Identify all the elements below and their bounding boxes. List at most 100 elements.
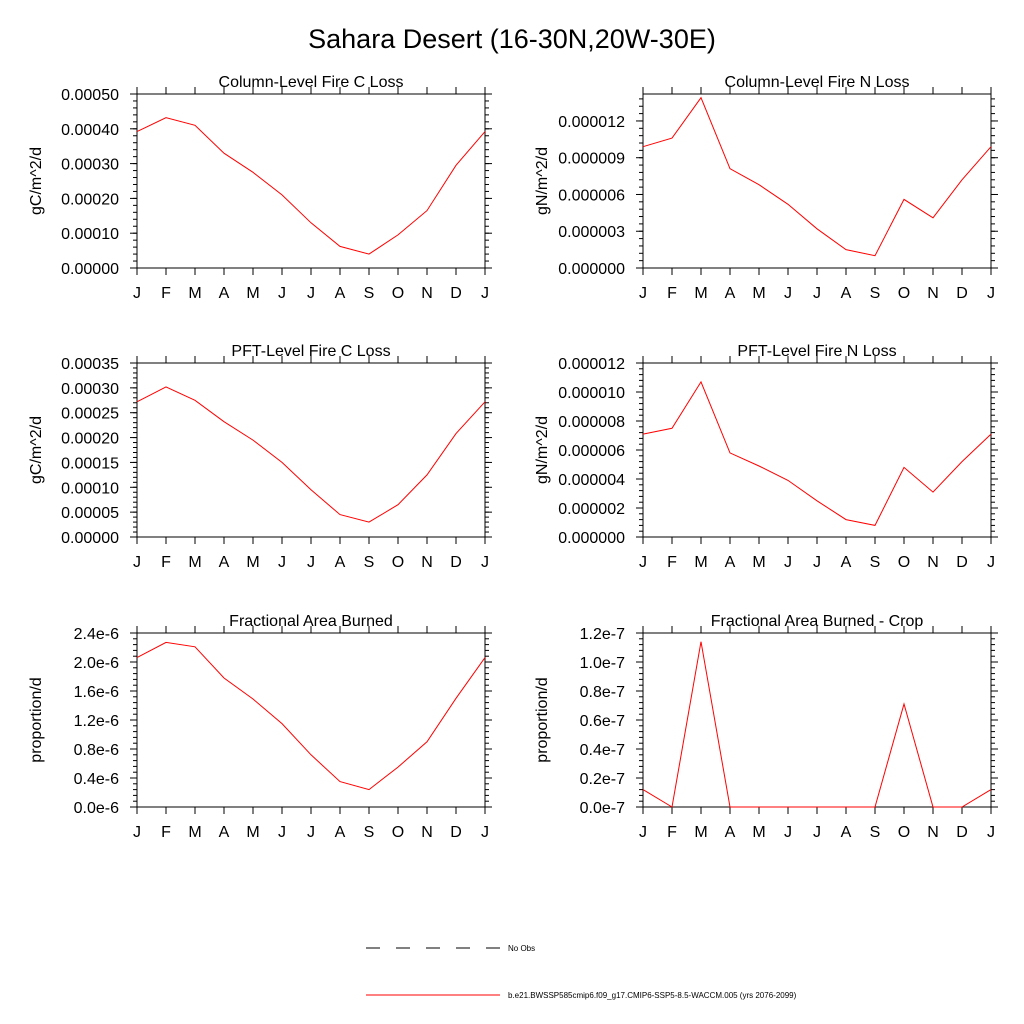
x-tick-label: J [133,824,141,841]
x-tick-label: J [278,285,286,302]
y-tick-label: 0.000012 [558,356,625,373]
y-tick-label: 0.000006 [558,443,625,460]
x-tick-label: S [364,554,375,571]
x-tick-label: A [725,824,736,841]
x-tick-label: J [784,554,792,571]
x-tick-label: N [927,554,939,571]
plot-frame [642,93,992,269]
series-line [642,641,992,808]
plot-frame [136,362,486,538]
x-tick-label: O [392,554,404,571]
x-tick-label: J [481,285,489,302]
x-tick-label: J [784,824,792,841]
x-tick-label: A [219,824,230,841]
x-tick-label: M [246,554,259,571]
chart-title: PFT-Level Fire N Loss [737,343,896,360]
chart-title: Column-Level Fire C Loss [219,74,404,91]
x-tick-label: F [667,285,677,302]
x-tick-label: D [956,824,968,841]
y-axis-label: gC/m^2/d [28,416,45,484]
x-tick-label: O [898,554,910,571]
x-tick-label: F [161,554,171,571]
y-tick-label: 0.4e-6 [74,771,119,788]
x-tick-label: M [694,285,707,302]
y-tick-label: 0.00035 [61,356,119,373]
page-title: Sahara Desert (16-30N,20W-30E) [308,24,716,54]
y-axis-label: gN/m^2/d [534,147,551,215]
x-tick-label: J [133,554,141,571]
x-tick-label: M [752,824,765,841]
x-tick-label: D [956,285,968,302]
y-tick-label: 0.00025 [61,406,119,423]
x-tick-label: N [927,285,939,302]
x-tick-label: M [188,285,201,302]
x-tick-label: S [870,824,881,841]
x-tick-label: O [898,824,910,841]
y-tick-label: 0.00020 [61,191,119,208]
y-tick-label: 0.00040 [61,122,119,139]
series-line [136,386,486,523]
y-tick-label: 2.4e-6 [74,626,119,643]
x-tick-label: N [421,285,433,302]
x-tick-label: J [278,554,286,571]
y-tick-label: 0.000008 [558,414,625,431]
y-tick-label: 0.00015 [61,455,119,472]
y-tick-label: 2.0e-6 [74,655,119,672]
x-tick-label: S [870,285,881,302]
y-tick-label: 1.2e-6 [74,713,119,730]
y-axis-label: proportion/d [534,677,551,762]
x-tick-label: F [667,824,677,841]
y-tick-label: 0.000000 [558,530,625,547]
x-tick-label: J [639,554,647,571]
x-tick-label: M [752,285,765,302]
chart-title: Fractional Area Burned - Crop [711,613,924,630]
chart-title: Column-Level Fire N Loss [725,74,910,91]
x-tick-label: N [927,824,939,841]
x-tick-label: N [421,554,433,571]
x-tick-label: J [639,285,647,302]
y-axis-label: proportion/d [28,677,45,762]
x-tick-label: J [639,824,647,841]
y-tick-label: 0.00010 [61,226,119,243]
y-tick-label: 0.000003 [558,224,625,241]
y-tick-label: 0.8e-6 [74,742,119,759]
y-tick-label: 0.0e-7 [580,800,625,817]
x-tick-label: A [335,554,346,571]
x-tick-label: J [278,824,286,841]
x-tick-label: J [133,285,141,302]
x-tick-label: F [667,554,677,571]
x-tick-label: A [841,824,852,841]
y-tick-label: 0.00030 [61,157,119,174]
x-tick-label: J [813,285,821,302]
x-tick-label: J [987,554,995,571]
y-tick-label: 0.6e-7 [580,713,625,730]
series-line [642,96,992,257]
y-axis-label: gC/m^2/d [28,147,45,215]
y-tick-label: 0.000006 [558,187,625,204]
y-tick-label: 0.000000 [558,261,625,278]
x-tick-label: F [161,285,171,302]
x-tick-label: A [219,285,230,302]
x-tick-label: M [188,554,201,571]
x-tick-label: S [870,554,881,571]
plot-frame [136,93,486,269]
x-tick-label: A [335,824,346,841]
plot-frame [136,632,486,808]
x-tick-label: J [987,285,995,302]
series-line [136,641,486,791]
x-tick-label: A [725,285,736,302]
x-tick-label: D [450,824,462,841]
chart-title: PFT-Level Fire C Loss [231,343,390,360]
x-tick-label: J [813,554,821,571]
x-tick-label: O [898,285,910,302]
x-tick-label: D [450,554,462,571]
y-tick-label: 0.00020 [61,431,119,448]
y-tick-label: 0.000012 [558,114,625,131]
y-tick-label: 0.00005 [61,505,119,522]
x-tick-label: O [392,285,404,302]
x-tick-label: J [784,285,792,302]
plot-frame [642,362,992,538]
